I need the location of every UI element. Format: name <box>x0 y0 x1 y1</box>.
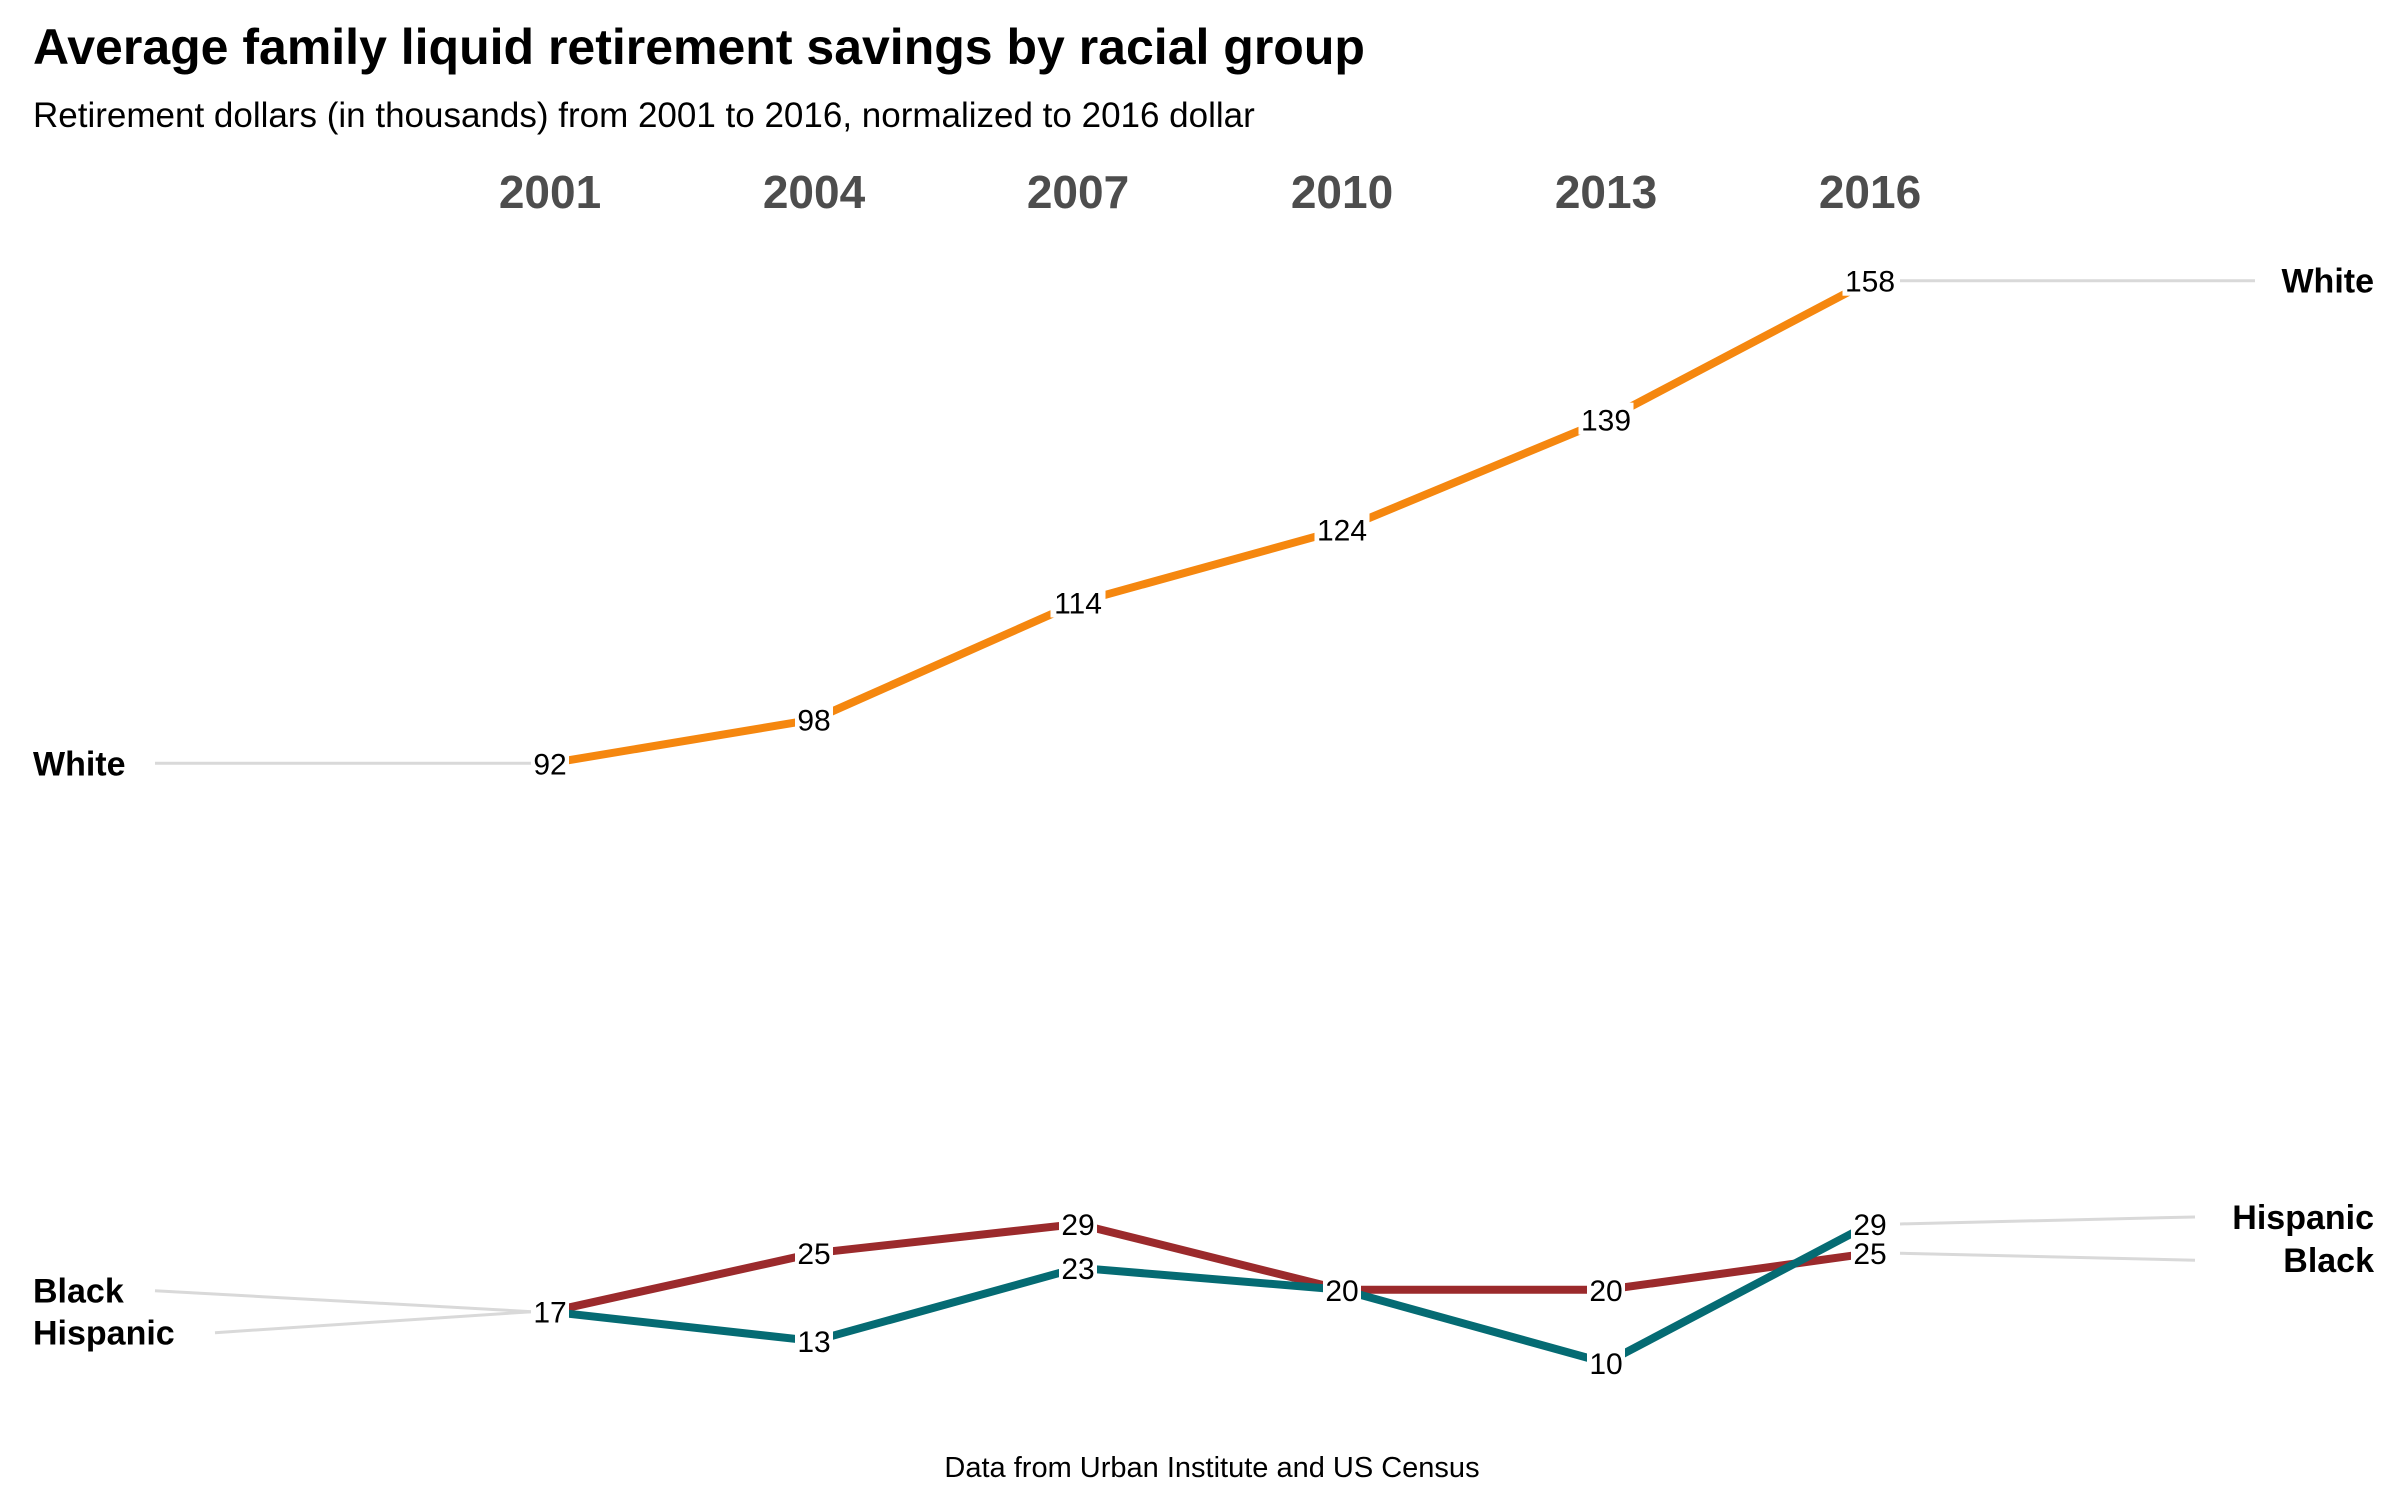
group-label-left-black: Black <box>33 1273 124 1311</box>
series-segment-white-2 <box>1076 525 1344 607</box>
series-lines <box>549 277 1872 1367</box>
value-label-black-2016: 25 <box>1853 1238 1886 1271</box>
value-halo-black-2016 <box>1851 1236 1889 1269</box>
series-segment-black-0 <box>549 1249 815 1316</box>
chart-subtitle: Retirement dollars (in thousands) from 2… <box>33 96 1255 135</box>
value-halo-black-2010 <box>1323 1272 1361 1305</box>
value-halo-white-2013 <box>1578 402 1634 435</box>
series-segment-white-3 <box>1340 415 1608 534</box>
value-halo-white-2001 <box>531 746 569 779</box>
year-label-2013: 2013 <box>1555 166 1657 218</box>
year-label-2016: 2016 <box>1819 166 1921 218</box>
value-label-white-2016: 158 <box>1845 266 1895 299</box>
value-label-white-2013: 139 <box>1581 405 1631 438</box>
value-halo-black-2007 <box>1059 1206 1097 1239</box>
series-segment-hispanic-3 <box>1340 1285 1608 1367</box>
series-segment-black-2 <box>1077 1220 1343 1294</box>
group-label-right-black: Black <box>2283 1242 2374 1280</box>
connector-right-black <box>1899 1251 2196 1262</box>
value-label-hispanic-2007: 23 <box>1061 1253 1094 1286</box>
series-segment-white-0 <box>549 715 815 768</box>
connector-lines <box>154 279 2255 1335</box>
group-labels: White White Black Black Hispanic Hispanic <box>33 263 2374 1353</box>
group-label-left-hispanic: Hispanic <box>33 1315 175 1353</box>
value-label-black-2004: 25 <box>797 1238 830 1271</box>
year-label-2001: 2001 <box>499 166 601 218</box>
connector-left-hispanic <box>214 1310 533 1335</box>
value-label-white-2004: 98 <box>797 704 830 737</box>
value-halo-hispanic-2013 <box>1587 1345 1625 1378</box>
value-halo-white-2007 <box>1050 585 1106 618</box>
value-label-white-2007: 114 <box>1054 587 1102 620</box>
series-segment-hispanic-0 <box>549 1307 815 1345</box>
group-label-left-white: White <box>33 745 126 783</box>
value-label-hispanic-2004: 13 <box>797 1326 830 1359</box>
value-halo-hispanic-2004 <box>795 1323 833 1356</box>
value-halo-white-2004 <box>795 702 833 735</box>
series-segment-black-4 <box>1605 1249 1871 1294</box>
value-label-hispanic-2013: 10 <box>1589 1348 1622 1381</box>
series-segment-white-1 <box>812 598 1080 724</box>
series-segment-hispanic-1 <box>812 1263 1080 1345</box>
value-halo-hispanic-2016 <box>1851 1206 1889 1239</box>
value-halo-black-2004 <box>795 1236 833 1269</box>
value-label-black-2010: 20 <box>1325 1275 1358 1308</box>
series-segment-hispanic-2 <box>1077 1263 1343 1294</box>
chart-title: Average family liquid retirement savings… <box>33 19 1365 75</box>
year-label-2004: 2004 <box>763 166 866 218</box>
chart-caption: Data from Urban Institute and US Census <box>944 1452 1479 1484</box>
year-labels: 2001 2004 2007 2010 2013 2016 <box>499 166 1921 218</box>
value-halo-black-2001 <box>531 1294 569 1327</box>
value-label-black-2013: 20 <box>1589 1275 1622 1308</box>
series-segment-white-4 <box>1604 277 1872 424</box>
series-segment-hispanic-4 <box>1604 1220 1872 1367</box>
value-label-white-2001: 92 <box>533 748 566 781</box>
value-label-white-2010: 124 <box>1317 514 1367 547</box>
connector-right-hispanic <box>1899 1215 2196 1226</box>
value-label-hispanic-2016: 29 <box>1853 1209 1886 1242</box>
year-label-2010: 2010 <box>1291 166 1393 218</box>
value-halo-black-2013 <box>1587 1272 1625 1305</box>
connector-left-black <box>154 1289 533 1314</box>
value-label-black-2001: 17 <box>533 1297 566 1330</box>
group-label-right-hispanic: Hispanic <box>2232 1199 2374 1237</box>
value-halo-white-2010 <box>1314 512 1370 545</box>
year-label-2007: 2007 <box>1027 166 1129 218</box>
value-label-black-2007: 29 <box>1061 1209 1094 1242</box>
group-label-right-white: White <box>2281 263 2374 301</box>
value-halo-hispanic-2007 <box>1059 1250 1097 1283</box>
value-halo-white-2016 <box>1842 263 1898 296</box>
series-segment-black-1 <box>813 1219 1079 1258</box>
